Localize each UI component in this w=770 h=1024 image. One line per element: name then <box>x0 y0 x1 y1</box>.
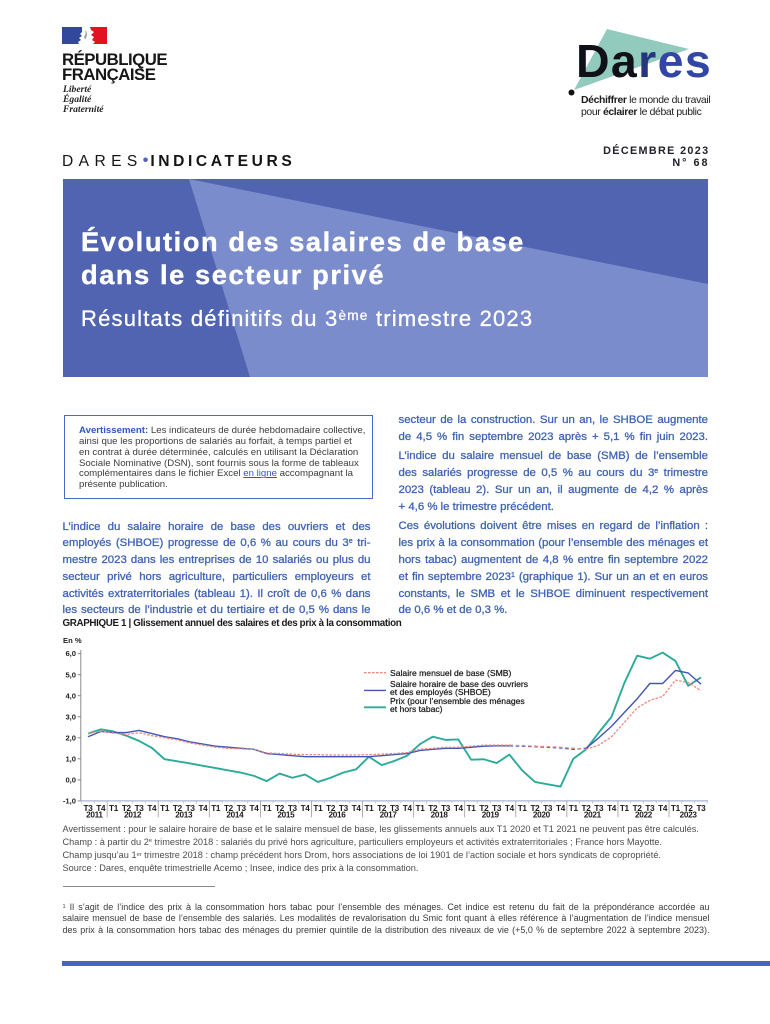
svg-text:T1: T1 <box>364 804 374 813</box>
svg-text:T4: T4 <box>96 804 106 813</box>
svg-text:T4: T4 <box>250 804 260 813</box>
svg-text:T3: T3 <box>288 804 298 813</box>
svg-text:T3: T3 <box>237 804 247 813</box>
svg-text:T2: T2 <box>633 804 643 813</box>
svg-text:T2: T2 <box>684 804 694 813</box>
svg-text:T3: T3 <box>696 804 706 813</box>
svg-text:2012: 2012 <box>124 811 142 820</box>
svg-text:2015: 2015 <box>277 811 295 820</box>
svg-text:T1: T1 <box>620 804 630 813</box>
svg-text:T4: T4 <box>198 804 208 813</box>
svg-text:T3: T3 <box>492 804 502 813</box>
svg-text:T3: T3 <box>339 804 349 813</box>
svg-text:T3: T3 <box>84 804 94 813</box>
svg-text:T4: T4 <box>352 804 362 813</box>
svg-text:2023: 2023 <box>680 811 698 820</box>
svg-text:T3: T3 <box>543 804 553 813</box>
svg-text:T2: T2 <box>275 804 285 813</box>
svg-text:T3: T3 <box>645 804 655 813</box>
svg-text:2018: 2018 <box>431 811 449 820</box>
svg-text:T3: T3 <box>135 804 145 813</box>
svg-text:T4: T4 <box>301 804 311 813</box>
svg-text:T2: T2 <box>377 804 387 813</box>
svg-text:T3: T3 <box>594 804 604 813</box>
svg-text:2014: 2014 <box>226 811 244 820</box>
svg-text:T2: T2 <box>428 804 438 813</box>
svg-text:T4: T4 <box>556 804 566 813</box>
svg-text:2016: 2016 <box>329 811 347 820</box>
svg-text:T4: T4 <box>607 804 617 813</box>
svg-text:1,0: 1,0 <box>65 754 76 763</box>
svg-text:2022: 2022 <box>635 811 653 820</box>
svg-text:6,0: 6,0 <box>65 649 76 658</box>
svg-text:2020: 2020 <box>533 811 551 820</box>
svg-text:T2: T2 <box>479 804 489 813</box>
svg-text:T4: T4 <box>454 804 464 813</box>
svg-text:2019: 2019 <box>482 811 500 820</box>
svg-text:4,0: 4,0 <box>65 691 76 700</box>
svg-text:T3: T3 <box>390 804 400 813</box>
svg-text:T2: T2 <box>224 804 234 813</box>
svg-text:0,0: 0,0 <box>65 775 76 784</box>
svg-text:T1: T1 <box>518 804 528 813</box>
svg-text:T1: T1 <box>313 804 323 813</box>
svg-text:T1: T1 <box>467 804 477 813</box>
svg-text:T1: T1 <box>569 804 579 813</box>
svg-text:T4: T4 <box>505 804 515 813</box>
svg-text:T1: T1 <box>160 804 170 813</box>
svg-text:3,0: 3,0 <box>65 712 76 721</box>
svg-text:T1: T1 <box>262 804 272 813</box>
svg-text:T2: T2 <box>582 804 592 813</box>
svg-text:T2: T2 <box>326 804 336 813</box>
svg-text:T4: T4 <box>658 804 668 813</box>
svg-text:T1: T1 <box>416 804 426 813</box>
svg-text:-1,0: -1,0 <box>63 797 76 806</box>
svg-text:T4: T4 <box>403 804 413 813</box>
svg-text:2017: 2017 <box>380 811 398 820</box>
svg-text:T2: T2 <box>530 804 540 813</box>
svg-text:T4: T4 <box>147 804 157 813</box>
svg-text:T2: T2 <box>173 804 183 813</box>
svg-text:5,0: 5,0 <box>65 670 76 679</box>
svg-text:T1: T1 <box>671 804 681 813</box>
svg-text:2021: 2021 <box>584 811 602 820</box>
svg-text:T1: T1 <box>109 804 119 813</box>
svg-text:T2: T2 <box>122 804 132 813</box>
svg-text:T3: T3 <box>186 804 196 813</box>
svg-text:2011: 2011 <box>86 811 103 820</box>
svg-text:T1: T1 <box>211 804 221 813</box>
svg-text:2013: 2013 <box>175 811 193 820</box>
svg-text:2,0: 2,0 <box>65 733 76 742</box>
svg-text:T3: T3 <box>441 804 451 813</box>
